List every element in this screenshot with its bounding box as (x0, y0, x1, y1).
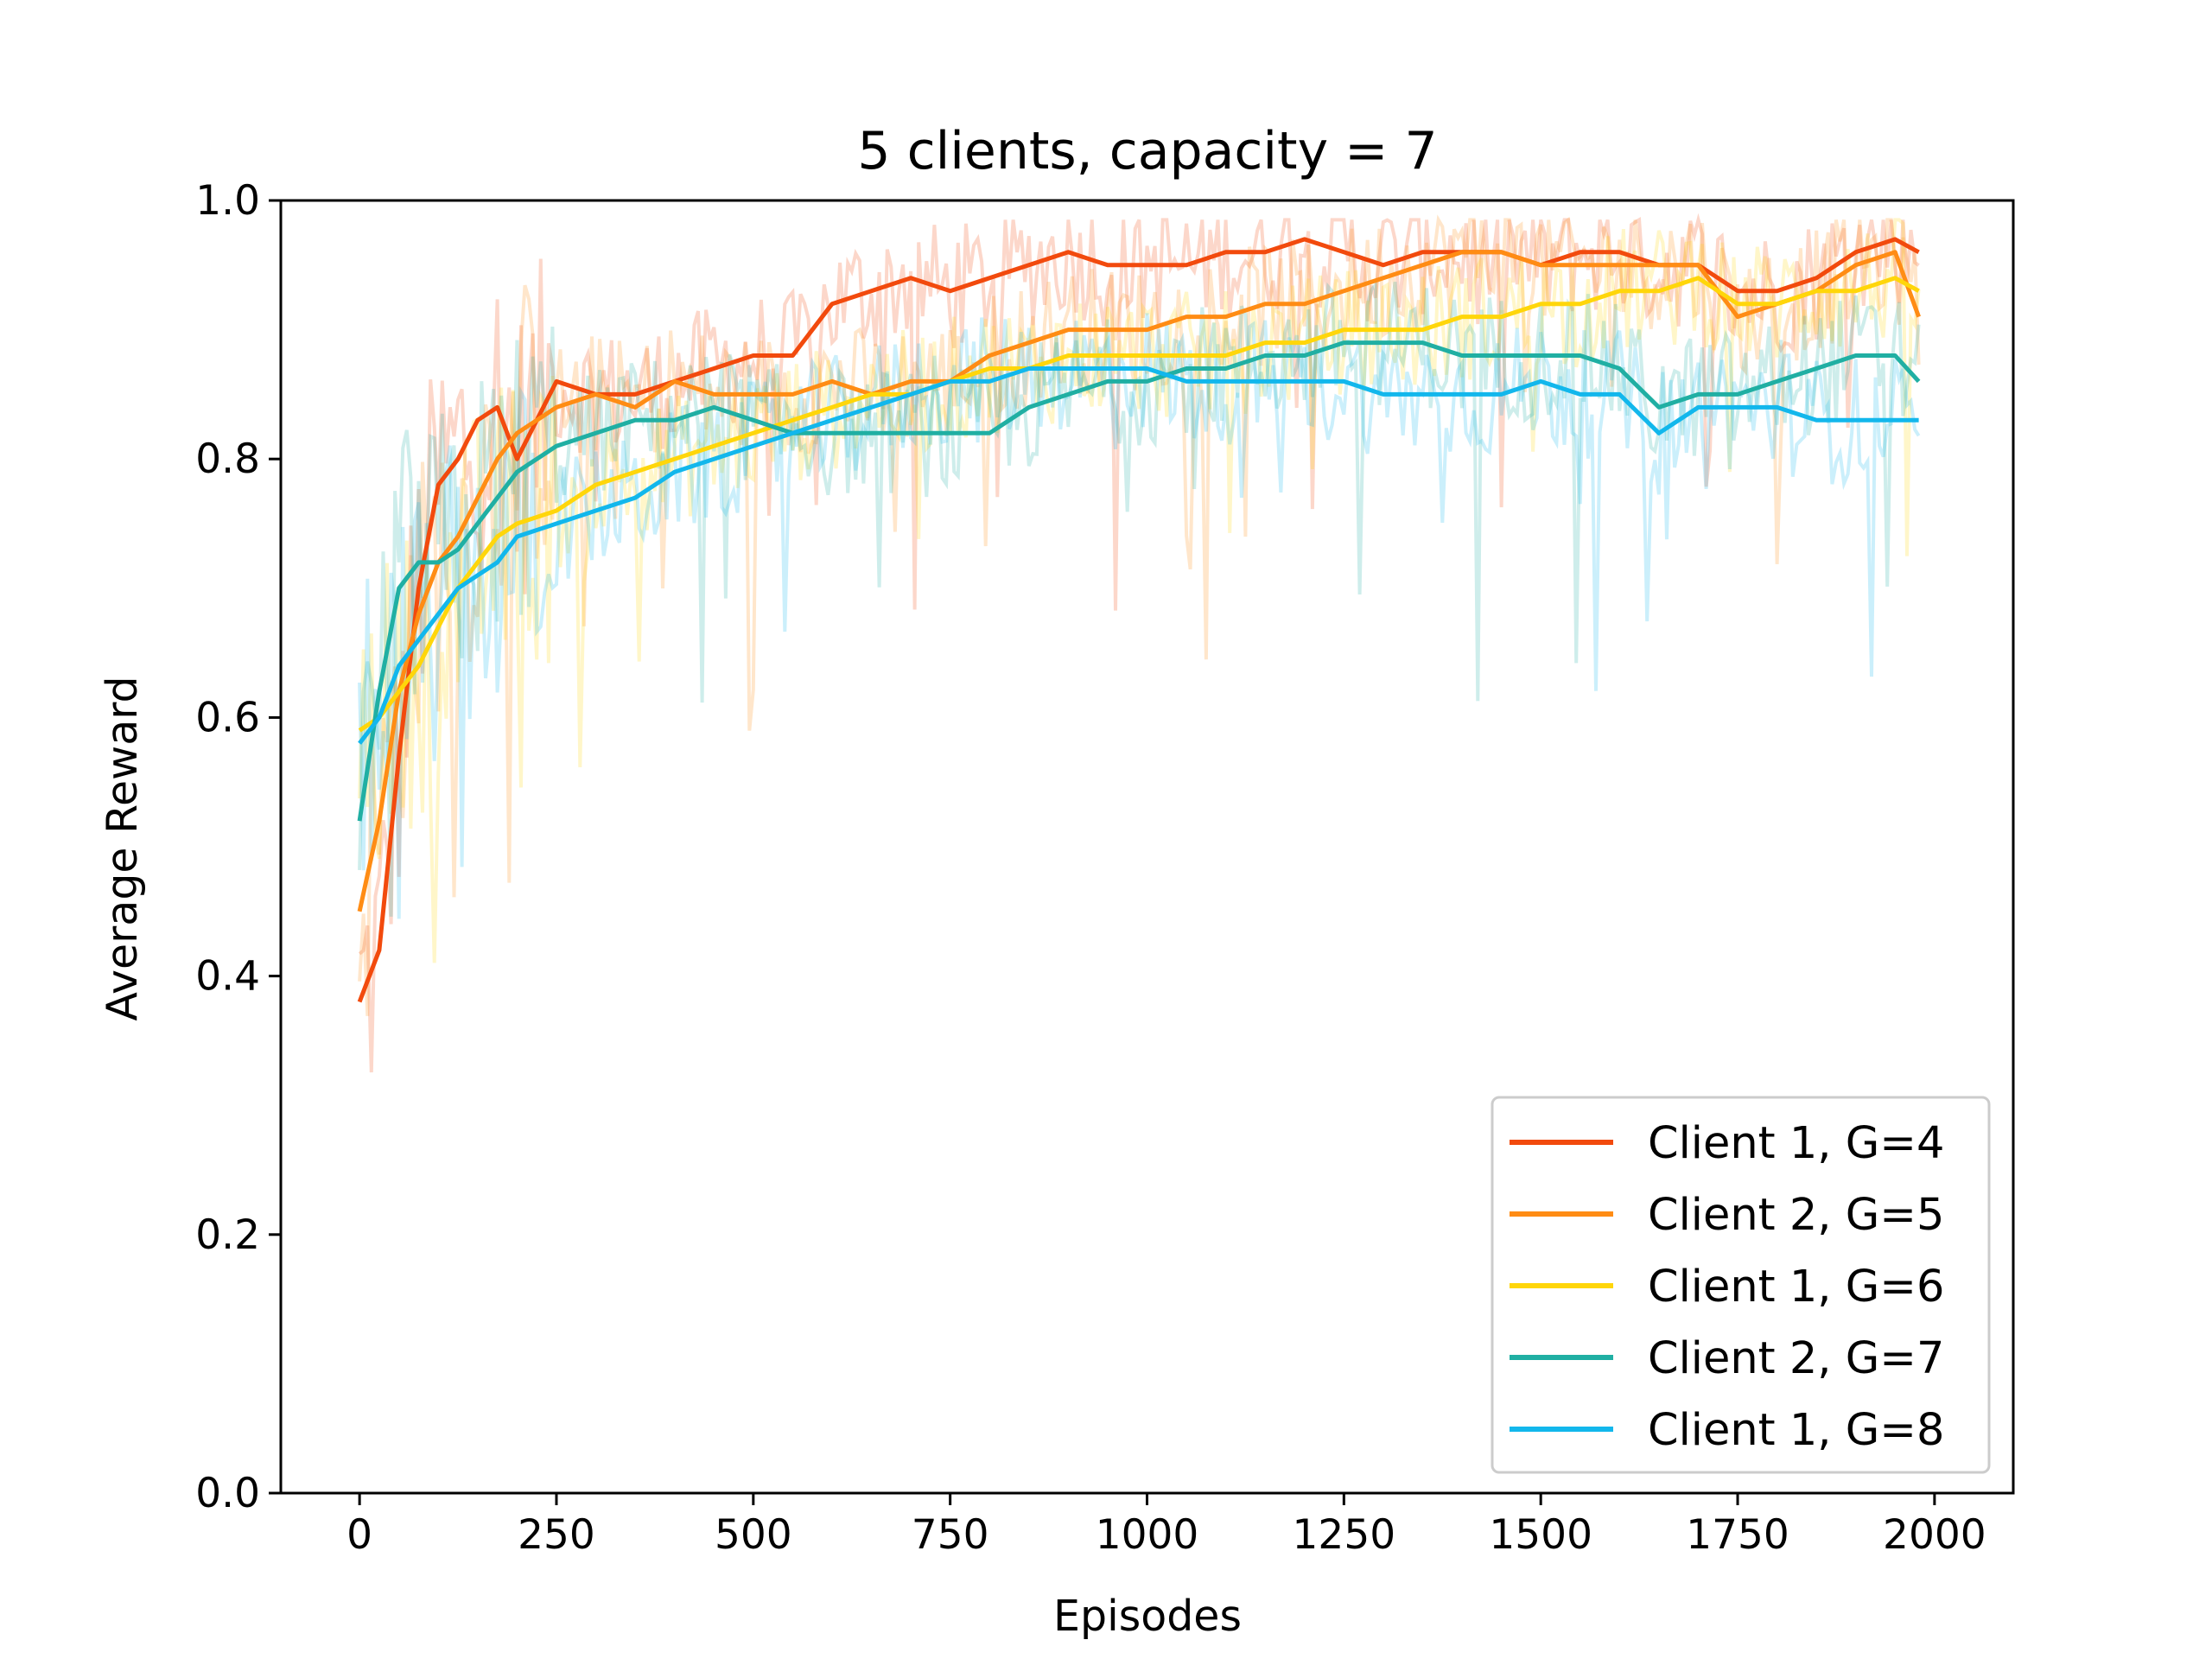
plot-area (357, 213, 1921, 1073)
x-tick-label: 500 (715, 1511, 792, 1559)
legend-label-1: Client 1, G=4 (1648, 1118, 1944, 1169)
y-tick-label: 0.8 (195, 435, 260, 483)
legend-label-5: Client 1, G=8 (1648, 1405, 1944, 1456)
series-line-5 (358, 366, 1919, 745)
legend-label-3: Client 1, G=6 (1648, 1262, 1944, 1313)
series-line-1 (357, 237, 1920, 1003)
series-raw-line-3 (358, 218, 1921, 963)
x-tick-label: 1750 (1686, 1511, 1789, 1559)
chart-title: 5 clients, capacity = 7 (857, 121, 1437, 181)
x-axis-label: Episodes (1053, 1592, 1242, 1641)
series-raw-line-5 (358, 313, 1921, 919)
x-tick-label: 750 (912, 1511, 989, 1559)
y-tick-label: 0.2 (195, 1211, 260, 1259)
legend-label-2: Client 2, G=5 (1648, 1190, 1944, 1241)
x-tick-label: 2000 (1883, 1511, 1986, 1559)
x-tick-label: 1500 (1489, 1511, 1592, 1559)
x-tick-label: 1000 (1096, 1511, 1199, 1559)
series-line-4 (357, 340, 1921, 822)
series-line-3 (358, 276, 1920, 733)
legend-label-4: Client 2, G=7 (1648, 1333, 1944, 1384)
series-raw-line-2 (358, 214, 1921, 1016)
y-tick-label: 0.0 (195, 1470, 260, 1517)
y-tick-label: 0.4 (195, 953, 260, 1001)
axes: 0 250 500 750 1000 1250 1500 1750 2000 0.0 0.2 0.4 0… (195, 177, 2015, 1559)
x-tick-label: 250 (518, 1511, 595, 1559)
series-line-2 (357, 250, 1921, 912)
legend: Client 1, G=4 Client 2, G=5 Client 1, G=6 C… (1491, 1096, 1991, 1474)
legend-box (1491, 1096, 1991, 1474)
series-raw-line-1 (358, 213, 1920, 1073)
y-tick-label: 0.6 (195, 694, 260, 741)
y-tick-label: 1.0 (195, 177, 260, 225)
y-axis-label: Average Reward (98, 676, 147, 1020)
x-tick-label: 1250 (1293, 1511, 1396, 1559)
x-tick-label: 0 (346, 1511, 372, 1559)
